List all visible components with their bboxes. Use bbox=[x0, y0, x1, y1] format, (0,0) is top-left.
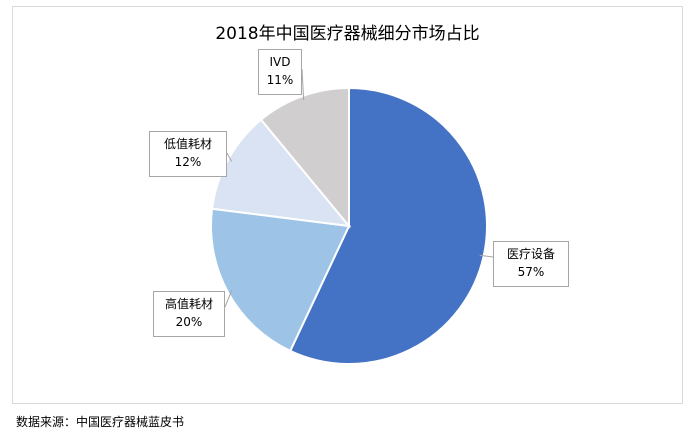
leader-line-0 bbox=[479, 254, 494, 258]
pie-slice-2 bbox=[210, 118, 352, 228]
pie-chart bbox=[210, 68, 494, 365]
chart-frame: 2018年中国医疗器械细分市场占比 医疗设备 57% 高值耗材 20% 低值耗材 12% I… bbox=[12, 6, 683, 404]
source-note: 数据来源：中国医疗器械蓝皮书 bbox=[16, 415, 185, 429]
slice-label-value: 57% bbox=[517, 265, 545, 279]
pie-slice-3 bbox=[259, 86, 350, 229]
slice-label-value: 11% bbox=[266, 73, 294, 87]
slice-label-name: 低值耗材 bbox=[163, 137, 212, 151]
slice-label-name: 医疗设备 bbox=[506, 247, 555, 261]
leader-line-1 bbox=[224, 290, 233, 308]
chart-title: 2018年中国医疗器械细分市场占比 bbox=[215, 24, 480, 44]
slice-label-value: 12% bbox=[174, 155, 202, 169]
slice-label-name: IVD bbox=[269, 55, 291, 69]
slice-label-3: IVD 11% bbox=[258, 49, 302, 95]
slice-label-value: 20% bbox=[175, 315, 203, 329]
slice-label-0: 医疗设备 57% bbox=[493, 241, 569, 287]
pie-slice-1 bbox=[210, 207, 351, 353]
slice-label-2: 低值耗材 12% bbox=[149, 131, 227, 177]
leader-line-2 bbox=[226, 152, 233, 162]
slice-label-name: 高值耗材 bbox=[164, 297, 213, 311]
slice-label-1: 高值耗材 20% bbox=[153, 291, 225, 337]
leader-line-3 bbox=[301, 68, 305, 101]
